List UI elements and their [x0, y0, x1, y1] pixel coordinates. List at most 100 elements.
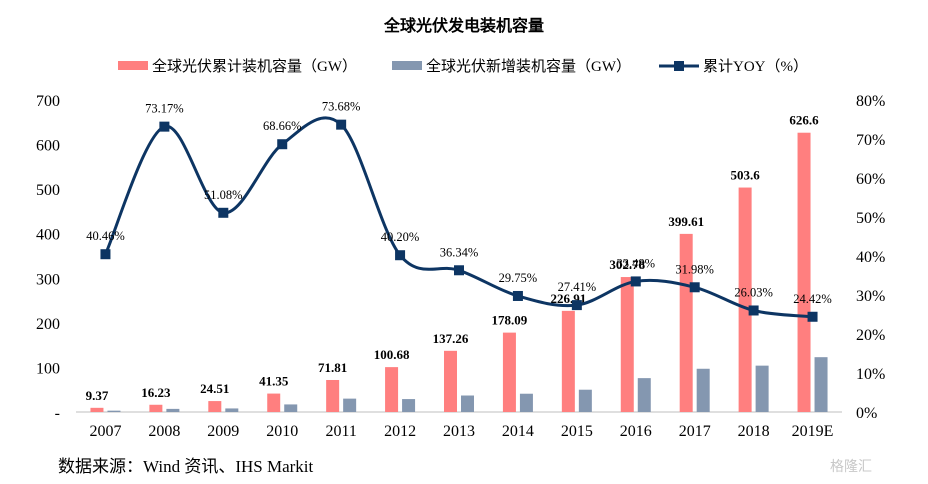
right-axis-tick: 10% [856, 366, 885, 383]
marker-yoy-2015 [571, 300, 582, 311]
line-label-yoy: 73.17% [145, 102, 184, 116]
bar-new-2007 [107, 410, 121, 412]
legend-swatch-cumulative [118, 61, 148, 70]
line-label-yoy: 33.48% [616, 256, 655, 270]
bar-new-2018 [755, 365, 769, 412]
bar-label-cumulative: 399.61 [668, 214, 704, 229]
bar-label-cumulative: 178.09 [492, 313, 528, 328]
bar-cumulative-2012 [385, 367, 399, 412]
right-axis-tick: 30% [856, 288, 885, 305]
bar-cumulative-2019E [797, 132, 811, 412]
line-label-yoy: 26.03% [734, 285, 773, 299]
right-axis-tick: 50% [856, 210, 885, 227]
bar-cumulative-2013 [444, 350, 457, 412]
bar-cumulative-2017 [679, 233, 693, 412]
watermark: 格隆汇 [830, 459, 872, 475]
bar-label-cumulative: 503.6 [730, 168, 760, 183]
bar-new-2019E [814, 357, 828, 412]
line-label-yoy: 51.08% [204, 188, 243, 202]
bar-new-2009 [225, 408, 239, 412]
marker-yoy-2018 [748, 305, 759, 316]
left-axis-tick: 500 [36, 182, 60, 199]
legend-label-new: 全球光伏新增装机容量（GW） [426, 57, 631, 75]
line-label-yoy: 40.20% [381, 230, 420, 244]
line-label-yoy: 68.66% [263, 119, 302, 133]
marker-yoy-2008 [159, 121, 170, 132]
bar-label-cumulative: 24.51 [200, 381, 229, 396]
marker-yoy-2016 [630, 276, 641, 287]
bar-new-2016 [637, 378, 651, 412]
line-label-yoy: 29.75% [499, 271, 538, 285]
left-axis-tick: 400 [36, 227, 60, 244]
x-axis-tick: 2007 [89, 423, 121, 440]
marker-yoy-2011 [336, 119, 347, 130]
right-axis-tick: 40% [856, 249, 885, 266]
bar-new-2008 [166, 408, 180, 412]
bar-label-cumulative: 41.35 [259, 374, 289, 389]
bar-label-cumulative: 9.37 [86, 388, 109, 403]
bar-label-cumulative: 71.81 [318, 360, 347, 375]
line-label-yoy: 24.42% [793, 292, 832, 306]
legend-marker-yoy [674, 61, 684, 71]
line-label-yoy: 27.41% [558, 280, 597, 294]
x-axis-tick: 2014 [502, 423, 534, 440]
bar-new-2011 [343, 398, 357, 412]
line-label-yoy: 40.46% [86, 229, 125, 243]
marker-yoy-2012 [395, 250, 406, 261]
bar-new-2010 [284, 404, 298, 412]
x-axis-tick: 2008 [148, 423, 180, 440]
left-axis-tick: - [55, 405, 60, 422]
left-axis-tick: 700 [36, 93, 60, 110]
chart-title: 全球光伏发电装机容量 [383, 16, 544, 35]
bar-label-cumulative: 100.68 [374, 347, 410, 362]
marker-yoy-2010 [277, 139, 288, 150]
marker-yoy-2017 [689, 282, 700, 293]
marker-yoy-2013 [454, 265, 464, 276]
marker-yoy-2019E [807, 311, 818, 322]
right-axis-tick: 60% [856, 171, 885, 188]
x-axis-tick: 2016 [620, 423, 652, 440]
right-axis-tick: 0% [856, 405, 877, 422]
legend-label-yoy: 累计YOY（%） [703, 58, 808, 75]
bar-cumulative-2018 [738, 187, 752, 412]
bar-new-2012 [402, 399, 416, 412]
bar-label-cumulative: 626.6 [789, 113, 819, 128]
x-axis-tick: 2010 [266, 423, 298, 440]
bar-new-2013 [461, 395, 474, 412]
marker-yoy-2014 [512, 290, 523, 301]
bar-cumulative-2009 [208, 401, 222, 412]
x-axis-tick: 2013 [443, 423, 475, 440]
left-axis-tick: 600 [36, 138, 60, 155]
x-axis-tick: 2015 [561, 423, 593, 440]
right-axis-tick: 80% [856, 93, 885, 110]
line-label-yoy: 31.98% [675, 262, 714, 276]
bar-cumulative-2015 [561, 310, 575, 412]
bar-new-2014 [519, 393, 533, 412]
x-axis-tick: 2018 [738, 423, 770, 440]
x-axis-tick: 2012 [384, 423, 416, 440]
bar-cumulative-2011 [326, 379, 340, 412]
x-axis-tick: 2009 [207, 423, 239, 440]
marker-yoy-2007 [100, 249, 111, 260]
legend-label-cumulative: 全球光伏累计装机容量（GW） [152, 57, 357, 75]
bar-cumulative-2014 [502, 332, 516, 412]
legend-swatch-new [392, 61, 422, 70]
right-axis-tick: 20% [856, 327, 885, 344]
line-label-yoy: 36.34% [440, 245, 479, 259]
bar-new-2015 [578, 389, 592, 412]
bar-label-cumulative: 137.26 [433, 331, 469, 346]
left-axis-tick: 300 [36, 271, 60, 288]
line-label-yoy: 73.68% [322, 100, 361, 114]
x-axis-tick: 2011 [325, 423, 356, 440]
bar-cumulative-2008 [149, 404, 163, 412]
bar-cumulative-2016 [620, 277, 634, 412]
line-yoy [104, 116, 813, 319]
right-axis-tick: 70% [856, 132, 885, 149]
bar-new-2017 [696, 368, 710, 412]
x-axis-tick: 2019E [792, 423, 834, 440]
left-axis-tick: 200 [36, 316, 60, 333]
bar-label-cumulative: 302.78 [609, 257, 645, 272]
x-axis-tick: 2017 [679, 423, 711, 440]
bar-cumulative-2007 [90, 407, 104, 412]
